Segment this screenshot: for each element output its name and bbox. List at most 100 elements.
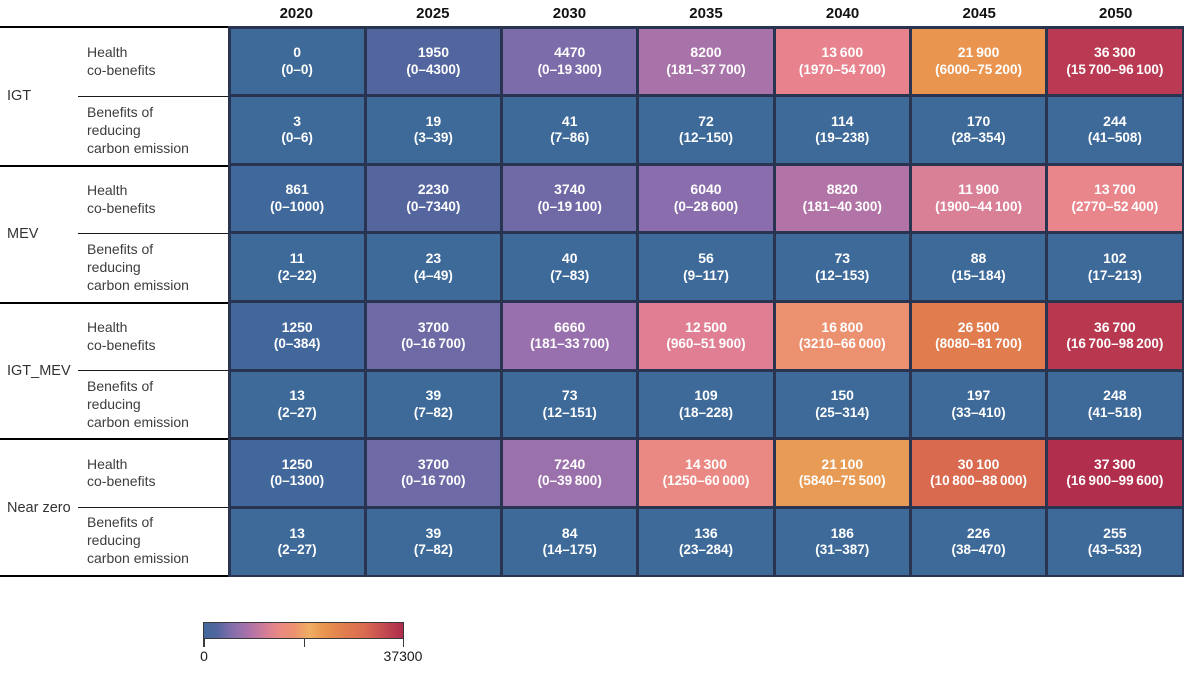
cell-range: (3210–66 000) [798, 336, 886, 352]
cell-range: (15–184) [951, 267, 1006, 283]
heatmap-cell: 11 (2–22) [230, 234, 364, 300]
cell-range: (2–27) [277, 542, 317, 557]
cell-value: 30 100 [957, 455, 1000, 472]
row-label-health: Health co-benefits [78, 28, 228, 96]
year-header: 2035 [689, 4, 723, 22]
heatmap-cell: 6660 (181–33 700) [503, 303, 637, 369]
cell-range: (33–410) [951, 404, 1006, 420]
cell-range: (1970–54 700) [798, 61, 886, 77]
cell-range: (18–228) [678, 404, 734, 420]
cell-range: (41–518) [1087, 404, 1142, 420]
cell-value: 39 [425, 524, 442, 541]
cell-value: 6660 [554, 318, 586, 335]
heatmap-cell: 244 (41–508) [1048, 97, 1182, 163]
heatmap-cell: 21 100 (5840–75 500) [775, 440, 909, 506]
heatmap-cell: 3740 (0–19 100) [503, 165, 637, 232]
heatmap-cell: 14 300 (1250–60 000) [639, 440, 773, 506]
heatmap-cell: 109 (18–228) [639, 371, 773, 438]
heatmap-cell: 73 (12–153) [775, 234, 909, 300]
heatmap-cell: 3700 (0–16 700) [366, 440, 501, 506]
heatmap-cell: 13 700 (2770–52 400) [1048, 165, 1182, 232]
cell-range: (181–33 700) [530, 336, 610, 352]
cell-range: (7–86) [550, 130, 590, 146]
group-label-igt: IGT [0, 28, 78, 165]
row-label-health: Health co-benefits [78, 438, 228, 506]
cell-range: (31–387) [815, 542, 870, 557]
colorbar-gradient [203, 622, 404, 639]
heatmap-cell: 37 300 (16 900–99 600) [1048, 440, 1182, 506]
cell-value: 102 [1103, 250, 1127, 266]
heatmap-cell: 73 (12–151) [503, 371, 637, 438]
row-label-text: Benefits of reducing carbon emission [87, 104, 189, 157]
heatmap-cell: 36 300 (15 700–96 100) [1048, 28, 1182, 95]
cell-value: 12 500 [685, 318, 727, 335]
cell-range: (2–22) [277, 267, 317, 283]
cell-range: (6000–75 200) [935, 61, 1022, 77]
cell-value: 39 [425, 387, 442, 404]
colorbar-tick-max [402, 639, 404, 647]
cell-value: 8820 [826, 181, 858, 198]
row-label-block: IGT Health co-benefits Benefits of reduc… [0, 26, 228, 577]
cell-range: (0–6) [281, 130, 313, 146]
heatmap-cell: 40 (7–83) [503, 234, 637, 300]
heatmap-cell: 26 500 (8080–81 700) [911, 303, 1046, 369]
cell-range: (0–0) [281, 61, 313, 77]
cell-value: 3740 [554, 181, 586, 198]
cell-range: (5840–75 500) [798, 473, 886, 489]
cell-value: 73 [561, 387, 578, 404]
heatmap-cell: 861 (0–1000) [230, 165, 364, 232]
cell-range: (14–175) [542, 542, 597, 557]
cell-range: (181–37 700) [666, 61, 746, 77]
cell-value: 1250 [281, 455, 313, 472]
cell-value: 21 100 [821, 455, 864, 472]
row-label-text: Health co-benefits [87, 44, 156, 79]
cell-value: 41 [561, 112, 578, 129]
cell-value: 11 [289, 250, 305, 266]
heatmap-cell: 1250 (0–384) [230, 303, 364, 369]
group-label-text: Near zero [7, 499, 71, 516]
heatmap-cell: 136 (23–284) [639, 508, 773, 575]
cell-value: 136 [694, 524, 718, 541]
cell-value: 2230 [417, 181, 449, 198]
colorbar-tick-mid [303, 639, 305, 647]
cell-value: 11 900 [958, 181, 1000, 198]
cell-value: 244 [1103, 112, 1127, 129]
cell-range: (4–49) [413, 267, 453, 283]
heatmap-cell: 2230 (0–7340) [366, 165, 501, 232]
cell-value: 114 [830, 112, 854, 129]
cell-range: (0–384) [273, 336, 321, 352]
cell-value: 4470 [554, 44, 586, 61]
cell-range: (0–39 800) [537, 473, 602, 489]
cell-value: 861 [285, 181, 309, 198]
cell-range: (1900–44 100) [935, 198, 1022, 214]
row-label-text: Benefits of reducing carbon emission [87, 377, 189, 430]
heatmap-cell: 19 (3–39) [366, 97, 501, 163]
cell-value: 8200 [690, 44, 722, 61]
cell-range: (0–7340) [406, 198, 461, 214]
heatmap-cell: 8820 (181–40 300) [775, 165, 909, 232]
heatmap-cell: 12 500 (960–51 900) [639, 303, 773, 369]
cell-value: 23 [425, 250, 442, 266]
row-label-health: Health co-benefits [78, 164, 228, 233]
heatmap-cell: 4470 (0–19 300) [503, 28, 637, 95]
row-label-text: Benefits of reducing carbon emission [87, 514, 189, 567]
heatmap-cell: 11 900 (1900–44 100) [911, 165, 1046, 232]
cell-range: (0–28 600) [673, 198, 739, 214]
cell-value: 36 300 [1093, 44, 1136, 61]
cell-range: (8080–81 700) [935, 336, 1022, 352]
cell-value: 56 [698, 250, 714, 266]
cell-value: 255 [1103, 524, 1127, 541]
heatmap-cell: 1950 (0–4300) [366, 28, 501, 95]
cell-range: (7–82) [413, 404, 453, 420]
cell-range: (12–151) [542, 404, 597, 420]
heatmap-cell: 30 100 (10 800–88 000) [911, 440, 1046, 506]
heatmap-cell: 226 (38–470) [911, 508, 1046, 575]
cell-range: (9–117) [683, 267, 729, 283]
cell-range: (38–470) [951, 542, 1006, 557]
row-label-text: Benefits of reducing carbon emission [87, 240, 189, 293]
heatmap-cell: 84 (14–175) [503, 508, 637, 575]
cell-value: 40 [561, 250, 578, 266]
heatmap-cell: 36 700 (16 700–98 200) [1048, 303, 1182, 369]
row-label-carbon: Benefits of reducing carbon emission [78, 233, 228, 301]
